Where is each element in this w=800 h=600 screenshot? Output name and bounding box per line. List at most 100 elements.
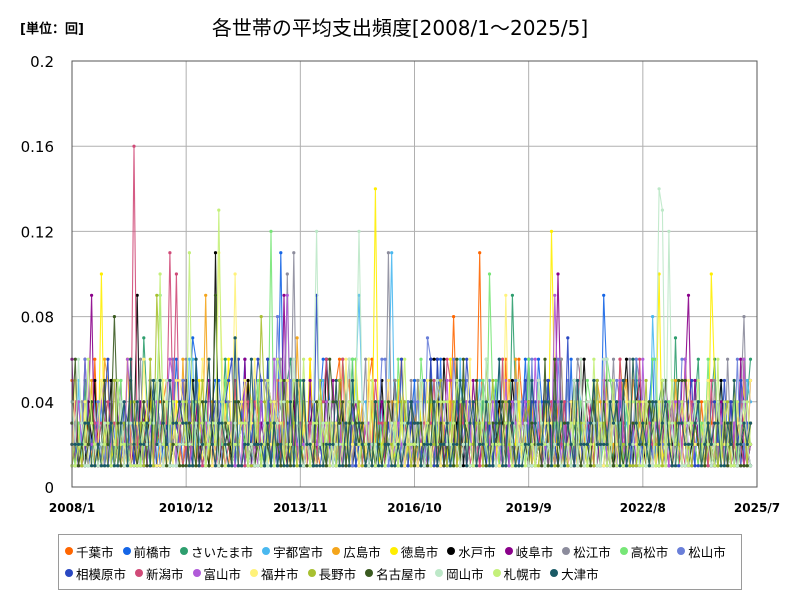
data-point	[204, 293, 208, 297]
data-point	[308, 421, 312, 425]
data-point	[533, 357, 537, 361]
legend-label: 宇都宮市	[273, 544, 324, 560]
data-point	[432, 400, 436, 404]
data-point	[559, 464, 563, 468]
data-point	[517, 357, 521, 361]
data-point	[106, 400, 110, 404]
data-point	[719, 464, 723, 468]
data-point	[484, 357, 488, 361]
data-point	[654, 442, 658, 446]
data-point	[386, 251, 390, 255]
data-point	[562, 400, 567, 404]
data-point	[628, 442, 632, 446]
data-point	[266, 442, 270, 446]
data-point	[690, 442, 694, 446]
data-point	[726, 464, 730, 468]
data-point	[429, 464, 433, 468]
data-point	[523, 442, 528, 446]
data-point	[429, 442, 433, 446]
data-point	[713, 400, 717, 404]
data-point	[308, 464, 312, 468]
data-point	[249, 400, 253, 404]
data-point	[282, 378, 286, 383]
data-point	[399, 421, 404, 425]
data-point	[331, 464, 335, 468]
data-point	[638, 464, 642, 468]
data-point	[213, 442, 218, 446]
data-point	[585, 442, 590, 446]
legend-item: 長野市	[307, 562, 356, 584]
data-point	[422, 464, 426, 468]
data-point	[634, 464, 638, 468]
data-point	[383, 442, 387, 446]
data-point	[217, 464, 221, 468]
legend-swatch	[250, 569, 259, 577]
data-point	[73, 442, 77, 446]
data-point	[161, 442, 165, 446]
data-point	[429, 378, 433, 383]
data-point	[706, 378, 710, 383]
data-point	[272, 464, 276, 468]
data-point	[703, 442, 707, 446]
data-point	[151, 421, 156, 425]
data-point	[608, 400, 612, 404]
data-point	[406, 421, 410, 425]
data-point	[523, 357, 528, 361]
data-point	[292, 421, 296, 425]
data-point	[171, 442, 175, 446]
data-point	[579, 442, 583, 446]
data-point	[582, 357, 586, 361]
data-point	[315, 400, 319, 404]
data-point	[321, 378, 325, 383]
data-point	[99, 272, 103, 276]
data-point	[445, 442, 449, 446]
data-point	[390, 421, 394, 425]
data-point	[288, 400, 293, 404]
legend-label: 名古屋市	[376, 566, 427, 582]
data-point	[696, 378, 700, 383]
data-point	[699, 400, 704, 404]
data-point	[213, 464, 218, 468]
data-point	[288, 442, 293, 446]
data-point	[279, 421, 283, 425]
data-point	[595, 464, 599, 468]
legend-label: 相模原市	[76, 566, 127, 582]
data-point	[295, 378, 299, 383]
data-point	[543, 421, 547, 425]
data-point	[546, 442, 550, 446]
data-point	[514, 357, 518, 361]
data-point	[380, 421, 384, 425]
data-point	[491, 400, 495, 404]
data-point	[272, 400, 276, 404]
data-point	[690, 464, 694, 468]
data-point	[553, 400, 557, 404]
data-point	[455, 378, 459, 383]
legend-label: 岡山市	[446, 566, 484, 582]
data-point	[641, 421, 645, 425]
data-point	[142, 464, 146, 468]
data-point	[308, 442, 312, 446]
data-point	[76, 357, 81, 361]
x-tick-label: 2013/11	[273, 501, 327, 515]
data-point	[142, 442, 146, 446]
data-point	[530, 464, 534, 468]
legend-label: 福井市	[261, 566, 299, 582]
data-point	[109, 421, 113, 425]
data-point	[227, 464, 231, 468]
data-point	[501, 400, 505, 404]
legend-item: 岐阜市	[504, 540, 553, 562]
x-tick-label: 2010/12	[159, 501, 213, 515]
data-point	[543, 357, 547, 361]
data-point	[501, 464, 505, 468]
data-point	[651, 464, 655, 468]
data-point	[742, 442, 746, 446]
data-point	[119, 464, 123, 468]
data-point	[129, 464, 133, 468]
data-point	[161, 464, 165, 468]
data-point	[76, 442, 81, 446]
chart-title: 各世帯の平均支出頻度[2008/1～2025/5]	[211, 16, 589, 40]
data-point	[713, 421, 717, 425]
data-point	[165, 400, 169, 404]
data-point	[223, 464, 227, 468]
data-point	[151, 378, 156, 383]
